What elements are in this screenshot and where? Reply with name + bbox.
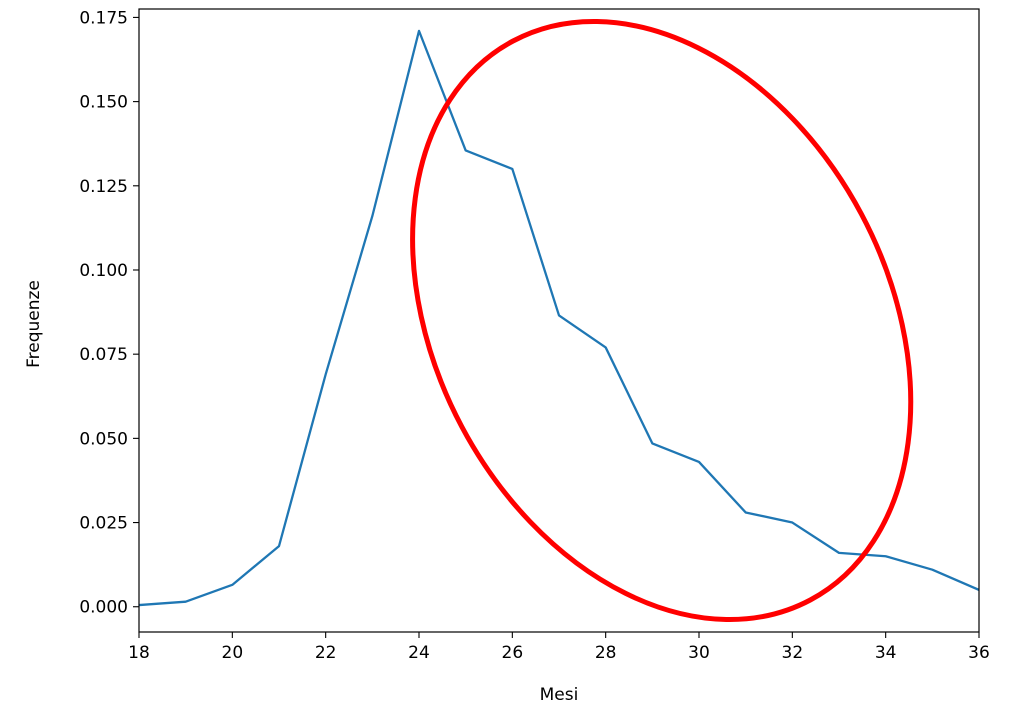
y-axis-label: Frequenze (24, 280, 44, 368)
x-tick-label: 36 (968, 643, 990, 663)
x-tick-label: 26 (502, 643, 524, 663)
y-tick-label: 0.100 (79, 261, 128, 281)
x-axis-ticks: 18 20 22 24 26 28 30 32 34 36 (128, 632, 990, 663)
axes-frame (139, 9, 979, 632)
y-tick-label: 0.000 (79, 598, 128, 618)
y-tick-label: 0.150 (79, 93, 128, 113)
red-ellipse-annotation (313, 0, 1010, 704)
y-tick-label: 0.025 (79, 514, 128, 534)
x-tick-label: 18 (128, 643, 150, 663)
plot-area (139, 9, 979, 632)
y-tick-label: 0.125 (79, 177, 128, 197)
x-axis-label: Mesi (540, 685, 579, 704)
series-line (139, 31, 979, 605)
x-tick-label: 34 (875, 643, 897, 663)
x-tick-label: 30 (688, 643, 710, 663)
y-tick-label: 0.175 (79, 8, 128, 28)
x-tick-label: 28 (595, 643, 617, 663)
x-tick-label: 32 (782, 643, 804, 663)
y-axis-ticks: 0.000 0.025 0.050 0.075 0.100 0.125 0.150 0.175 (79, 8, 139, 617)
x-tick-label: 22 (315, 643, 337, 663)
y-tick-label: 0.075 (79, 345, 128, 365)
highlight-annotation (313, 0, 1010, 704)
y-tick-label: 0.050 (79, 429, 128, 449)
x-tick-label: 20 (222, 643, 244, 663)
x-tick-label: 24 (408, 643, 430, 663)
